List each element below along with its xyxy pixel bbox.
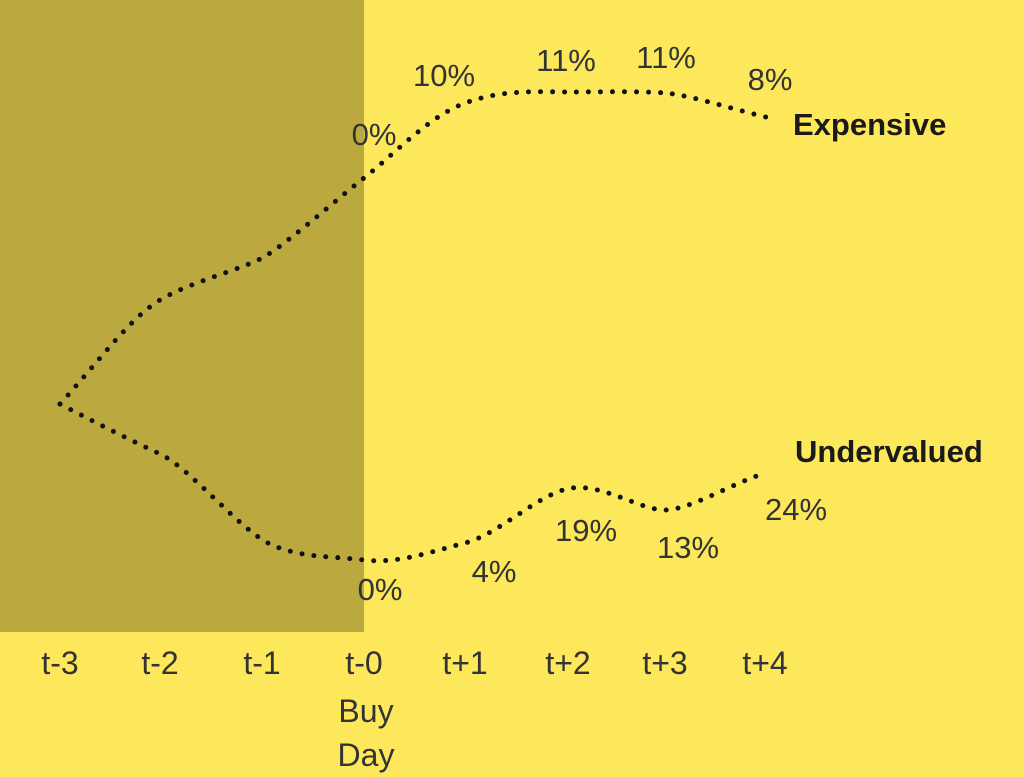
pre-buy-shaded-region — [0, 0, 364, 632]
series-name-expensive: Expensive — [793, 107, 946, 142]
series-line-undervalued — [57, 401, 766, 564]
x-tick-label: t+2 — [545, 645, 590, 681]
buy-day-label: Buy Day — [338, 693, 395, 773]
data-label-expensive: 10% — [413, 58, 475, 93]
x-tick-label: t+3 — [642, 645, 687, 681]
x-tick-label: t+1 — [442, 645, 487, 681]
data-label-expensive: 8% — [748, 62, 793, 97]
x-tick-label: t+4 — [742, 645, 787, 681]
x-tick-label: t-0 — [345, 645, 382, 681]
data-label-undervalued: 0% — [358, 572, 403, 607]
x-axis-tick-labels: t-3 t-2 t-1 t-0 t+1 t+2 t+3 t+4 — [41, 645, 787, 681]
data-label-undervalued: 4% — [472, 554, 517, 589]
buy-day-label-line: Day — [338, 737, 395, 773]
data-label-undervalued: 13% — [657, 530, 719, 565]
buy-day-label-line: Buy — [338, 693, 393, 729]
data-label-undervalued: 24% — [765, 492, 827, 527]
data-labels: 0% 10% 11% 11% 8% 0% 4% 19% 13% 24% — [352, 40, 827, 607]
series-name-undervalued: Undervalued — [795, 434, 983, 469]
x-tick-label: t-2 — [141, 645, 178, 681]
x-tick-label: t-1 — [243, 645, 280, 681]
series-line-expensive — [57, 89, 773, 407]
x-tick-label: t-3 — [41, 645, 78, 681]
data-label-expensive: 11% — [636, 40, 696, 75]
data-label-expensive: 11% — [536, 43, 596, 78]
data-label-expensive: 0% — [352, 117, 397, 152]
series-name-labels: Expensive Undervalued — [793, 107, 983, 469]
data-label-undervalued: 19% — [555, 513, 617, 548]
